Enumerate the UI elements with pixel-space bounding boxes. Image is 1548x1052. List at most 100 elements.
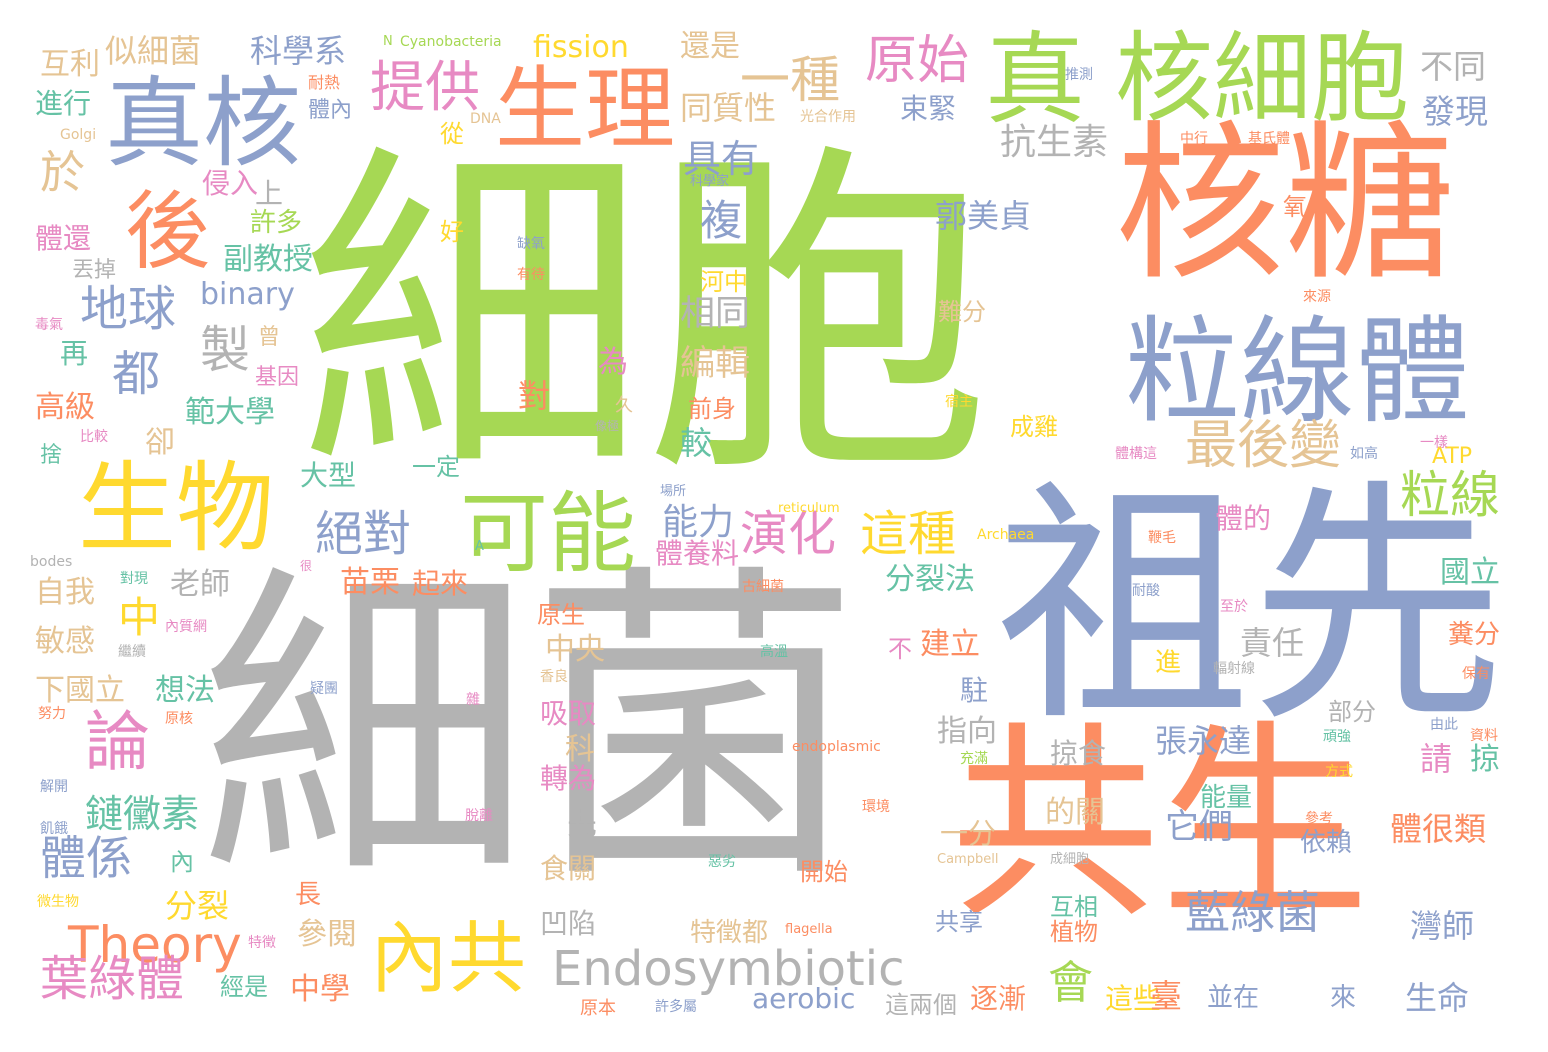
cloud-word: 像極 xyxy=(595,419,620,433)
cloud-word: 解開 xyxy=(40,779,68,795)
cloud-word: N xyxy=(383,34,393,49)
cloud-word: 原核 xyxy=(165,711,193,727)
cloud-word: 掠 xyxy=(1470,742,1500,777)
cloud-word: Campbell xyxy=(937,852,999,867)
cloud-word: 體還 xyxy=(35,222,92,255)
cloud-word: 從 xyxy=(440,120,464,148)
cloud-word: 毒氣 xyxy=(35,317,63,333)
cloud-word: 成雞 xyxy=(1010,413,1058,441)
cloud-word: 對現 xyxy=(120,571,148,587)
cloud-word: 繼續 xyxy=(118,644,146,660)
cloud-word: 進行 xyxy=(35,87,92,120)
cloud-word: 的關 xyxy=(1045,795,1105,830)
cloud-word: 核細胞 xyxy=(1115,22,1410,136)
cloud-word: 生物 xyxy=(78,452,275,566)
cloud-word: 製 xyxy=(200,321,250,379)
cloud-word: 粒線體 xyxy=(1125,305,1471,439)
cloud-word: 可能 xyxy=(460,482,637,585)
cloud-word: 較 xyxy=(680,424,713,462)
cloud-word: 許多 xyxy=(250,208,303,238)
cloud-word: 難分 xyxy=(938,298,986,326)
cloud-word: 祖先 xyxy=(995,459,1506,756)
cloud-word: 一樣 xyxy=(1420,435,1448,451)
cloud-word: 進 xyxy=(1155,648,1182,678)
cloud-word: 發現 xyxy=(1422,92,1488,131)
cloud-word: 這種 xyxy=(860,506,957,562)
cloud-word: 互利 xyxy=(40,47,100,82)
cloud-word: 有待 xyxy=(517,267,545,283)
cloud-word: Endosymbiotic xyxy=(552,941,905,997)
cloud-word: 共生 xyxy=(950,702,1371,947)
cloud-word: endoplasmic xyxy=(792,739,881,755)
cloud-word: 食關 xyxy=(540,852,597,885)
cloud-word: 如高 xyxy=(1350,446,1378,462)
cloud-word: 中學 xyxy=(290,972,350,1007)
cloud-word: 捨 xyxy=(40,443,63,468)
cloud-word: 臺 xyxy=(1150,977,1183,1015)
cloud-word: 缺氧 xyxy=(517,236,545,252)
cloud-word: 論 xyxy=(85,705,151,780)
cloud-word: 卻 xyxy=(145,425,175,460)
cloud-word: 侵入 xyxy=(202,167,259,200)
cloud-word: 方式 xyxy=(1325,764,1353,780)
cloud-word: 雜 xyxy=(466,692,480,708)
cloud-word: 起來 xyxy=(412,567,469,600)
cloud-word: 內 xyxy=(170,848,194,876)
cloud-word: 灣師 xyxy=(1410,907,1475,945)
cloud-word: 苗栗 xyxy=(340,565,400,600)
cloud-word: 宿主 xyxy=(945,394,973,410)
cloud-word: 互相 xyxy=(1050,893,1098,921)
cloud-word: 體構這 xyxy=(1115,446,1157,462)
cloud-word: 開始 xyxy=(800,858,848,886)
cloud-word: flagella xyxy=(785,922,833,937)
cloud-word: 原生 xyxy=(537,601,585,629)
cloud-word: 植物 xyxy=(1050,918,1098,946)
cloud-word: 對 xyxy=(518,377,551,415)
cloud-word: 範大學 xyxy=(185,395,275,430)
cloud-word: 資料 xyxy=(1470,728,1498,744)
cloud-word: DNA xyxy=(470,111,501,127)
cloud-word: 原本 xyxy=(580,998,616,1019)
cloud-word: 掠食 xyxy=(1050,737,1107,770)
cloud-word: 上 xyxy=(255,177,284,210)
cloud-word: 於 xyxy=(40,146,86,199)
cloud-word: 曾 xyxy=(258,325,281,350)
cloud-word: fission xyxy=(533,30,629,65)
cloud-word: 複 xyxy=(700,196,743,245)
cloud-word: 駐 xyxy=(960,674,989,707)
cloud-word: 中行 xyxy=(1180,131,1208,147)
cloud-word: 自我 xyxy=(35,575,95,610)
cloud-word: 頑強 xyxy=(1323,729,1351,745)
cloud-word: 疑團 xyxy=(310,681,338,697)
cloud-word: 充滿 xyxy=(960,751,988,767)
cloud-word: 高級 xyxy=(35,390,95,425)
cloud-word: 郭美貞 xyxy=(935,197,1032,235)
cloud-word: 場所 xyxy=(660,484,687,499)
cloud-word: 鏈黴素 xyxy=(85,792,200,836)
cloud-word: 體養料 xyxy=(655,537,740,570)
cloud-word: 副教授 xyxy=(223,242,313,277)
cloud-word: reticulum xyxy=(778,501,840,516)
cloud-word: 能量 xyxy=(1200,783,1253,813)
cloud-word: 耐酸 xyxy=(1132,583,1160,599)
cloud-word: 參考 xyxy=(1305,811,1333,827)
cloud-word: 葉綠體 xyxy=(40,951,185,1007)
cloud-word: 一定 xyxy=(412,453,460,481)
cloud-word: 經是 xyxy=(220,973,268,1001)
cloud-word: 保有 xyxy=(1462,666,1490,682)
cloud-word: 粒線 xyxy=(1400,466,1500,524)
cloud-word: Theory xyxy=(68,916,242,974)
cloud-word: 體係 xyxy=(40,831,132,885)
cloud-word: 責任 xyxy=(1240,624,1305,662)
cloud-word: 部分 xyxy=(1328,698,1376,726)
cloud-word: 國立 xyxy=(1440,555,1500,590)
cloud-word: 生理 xyxy=(495,57,675,162)
cloud-word: A xyxy=(475,539,484,554)
cloud-word: 比較 xyxy=(80,429,108,445)
cloud-word: 輻射線 xyxy=(1213,661,1255,677)
cloud-word: 提供 xyxy=(370,55,481,119)
cloud-word: 似細菌 xyxy=(105,32,202,70)
cloud-word: Cyanobacteria xyxy=(400,34,502,50)
cloud-word: 河中 xyxy=(700,268,748,296)
cloud-word: 脫離 xyxy=(465,808,493,824)
